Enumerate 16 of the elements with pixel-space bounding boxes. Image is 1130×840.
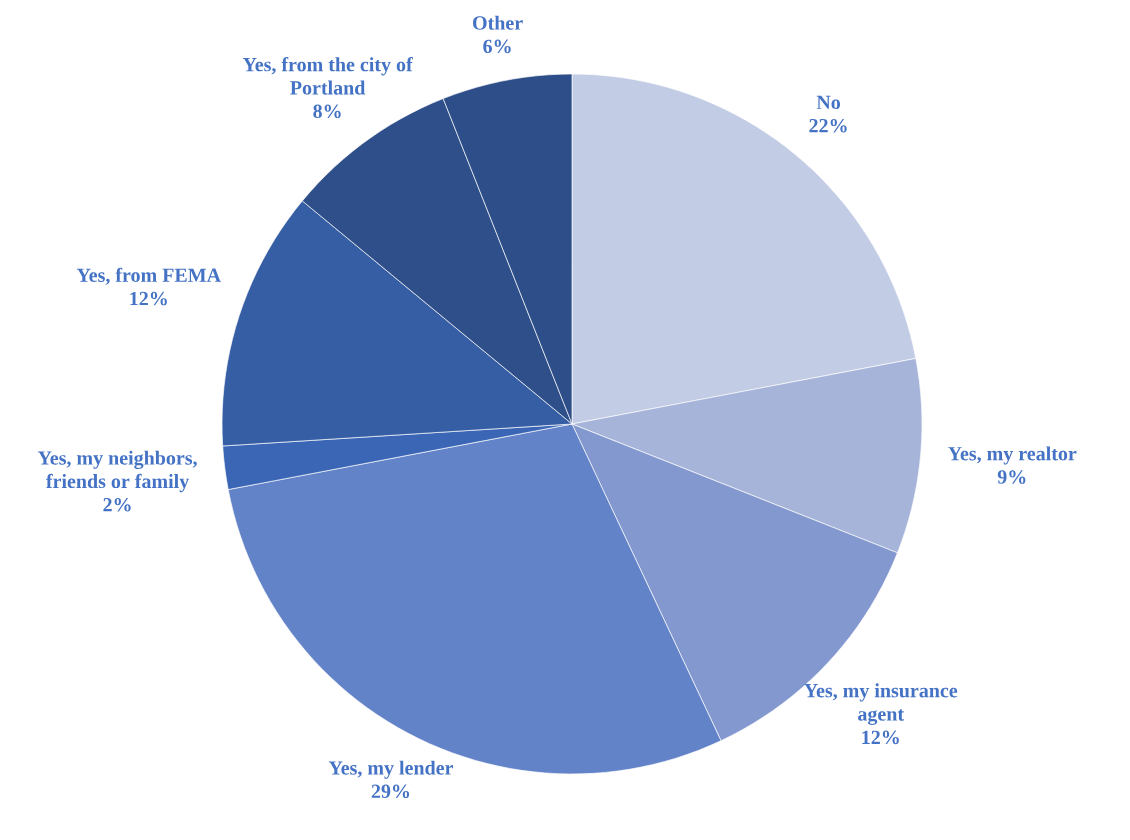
slice-label: Yes, my neighbors, friends or family <box>37 450 197 493</box>
slice-label: Yes, my insurance agent <box>804 683 958 725</box>
slice-label: Yes, from FEMA <box>76 267 221 285</box>
data-label: 12% <box>862 730 899 745</box>
data-label: 29% <box>371 784 410 799</box>
slice-label: Other <box>473 15 523 30</box>
slice-label: No <box>816 95 841 110</box>
slice-label: Yes, my lender <box>328 760 454 779</box>
data-label: 22% <box>809 118 847 133</box>
slice-label: Yes, from the city of Portland <box>242 57 413 95</box>
data-label: 8% <box>313 104 341 119</box>
data-label: 9% <box>997 470 1026 484</box>
data-label: 6% <box>483 39 511 54</box>
slice-label: Yes, my realtor <box>948 446 1077 465</box>
data-label: 2% <box>103 497 131 512</box>
data-label: 12% <box>130 291 167 306</box>
